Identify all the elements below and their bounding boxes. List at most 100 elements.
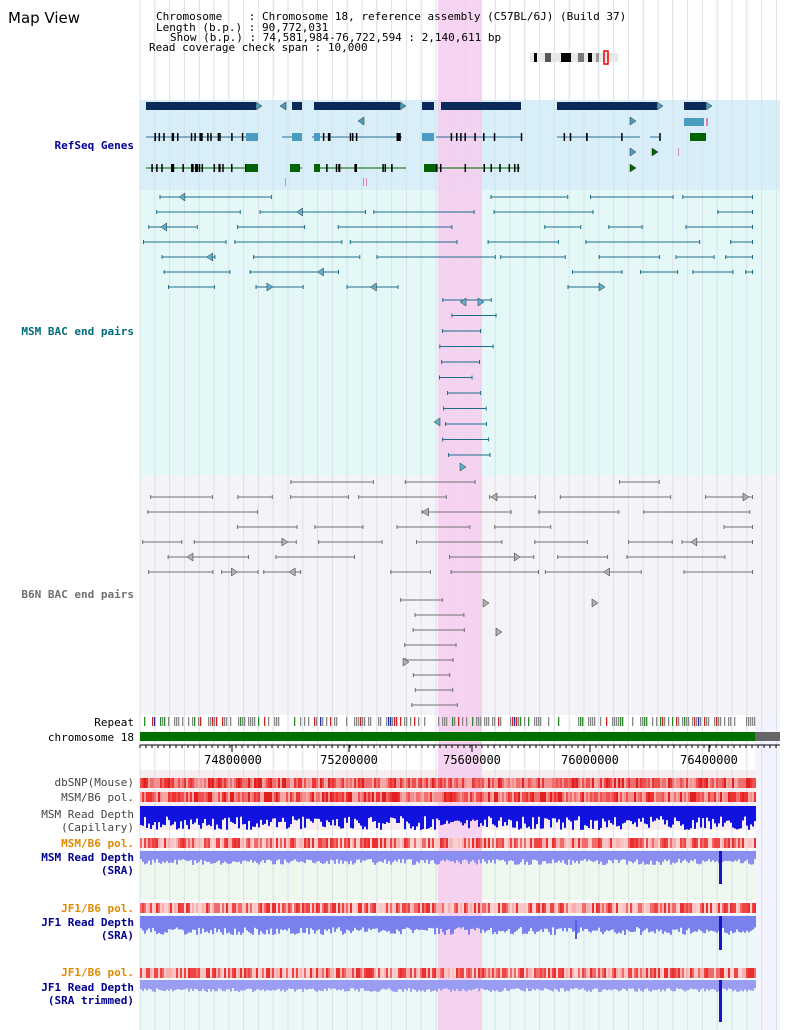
track-label-jf1-b6-pol-2[interactable]: JF1/B6 pol. [61,966,134,979]
jf1-depth-sra-bar [340,916,342,931]
jf1-depth-sra-bar [316,916,318,931]
jf1-depth-trim-bar [264,980,266,992]
jf1-b6-pol-heat-cell [264,903,266,913]
chromosome-ideogram [530,53,618,62]
exon-mark [396,133,399,141]
b6n-bac-pair-end [348,495,350,499]
repeat-mark [478,717,480,726]
msm-b6-pol2-heat-cell [376,838,378,848]
track-label-msm-bac[interactable]: MSM BAC end pairs [21,325,134,338]
jf1-depth-trim-bar [326,980,328,991]
track-label-msm-depth-sra[interactable]: MSM Read Depth (SRA) [41,851,134,877]
msm-depth-capillary-bar [230,806,232,822]
jf1-depth-sra-bar [642,916,644,932]
msm-b6-pol2-heat-cell [626,838,628,848]
msm-b6-pol-heat-cell [250,792,252,802]
msm-b6-pol2-heat-cell [260,838,262,848]
msm-depth-capillary-bar [168,806,170,821]
dbsnp-heat-cell [160,778,162,788]
msm-b6-pol2-heat-cell [668,838,670,848]
msm-bac-pair-end [163,270,165,274]
msm-depth-capillary-bar [330,806,332,826]
track-label-jf1-b6-pol[interactable]: JF1/B6 pol. [61,902,134,915]
msm-b6-pol-heat-cell [592,792,594,802]
jf1-b6-pol-heat-cell [728,903,730,913]
jf1-b6-pol-heat-cell [188,903,190,913]
dbsnp-heat-cell [746,778,748,788]
msm-b6-pol2-heat-cell [496,838,498,848]
jf1-b6-pol2-heat-cell [144,968,146,978]
jf1-depth-trim-bar [260,980,262,991]
msm-depth-capillary-bar [362,806,364,830]
track-label-msm-b6-pol[interactable]: MSM/B6 pol. [61,791,134,804]
jf1-depth-trim-bar [420,980,422,992]
msm-depth-capillary-bar [422,806,424,830]
msm-depth-sra-bar [528,851,530,865]
track-label-msm-b6-pol-2[interactable]: MSM/B6 pol. [61,837,134,850]
jf1-depth-trim-bar [340,980,342,991]
msm-depth-capillary-bar [532,806,534,818]
jf1-depth-trim-bar [702,980,704,989]
dbsnp-heat-cell [166,778,168,788]
msm-depth-sra-bar [456,851,458,861]
b6n-bac-pair-end [441,598,443,602]
jf1-b6-pol2-heat-cell [610,968,612,978]
msm-bac-pair-arrow [433,417,441,427]
track-label-refseq[interactable]: RefSeq Genes [54,139,134,152]
msm-depth-sra-bar [598,851,600,865]
msm-depth-sra-bar [690,851,692,861]
msm-b6-pol-heat-cell [308,792,310,802]
jf1-depth-trim-bar [278,980,280,989]
msm-b6-pol-heat-cell [534,792,536,802]
msm-depth-sra-bar [344,851,346,861]
msm-depth-capillary-bar [732,806,734,828]
jf1-depth-trim-bar [650,980,652,992]
track-label-msm-depth-capillary[interactable]: MSM Read Depth (Capillary) [41,808,134,834]
track-label-jf1-depth-trimmed[interactable]: JF1 Read Depth (SRA trimmed) [41,981,134,1007]
jf1-depth-sra-bar [170,916,172,930]
msm-depth-sra-bar [340,851,342,861]
repeat-mark [438,717,440,726]
jf1-depth-trim-bar [410,980,412,992]
jf1-depth-sra-bar [534,916,536,935]
jf1-depth-sra-bar [326,916,328,931]
repeat-mark [696,717,698,726]
track-label-repeat[interactable]: Repeat [94,716,134,729]
msm-depth-capillary-bar [228,806,230,818]
track-label-chromosome[interactable]: chromosome 18 [47,731,134,744]
jf1-b6-pol2-heat-cell [560,968,562,978]
msm-b6-pol2-heat-cell [320,838,322,848]
msm-depth-sra-bar [636,851,638,860]
jf1-depth-sra-bar [672,916,674,930]
jf1-b6-pol-heat-cell [622,903,624,913]
jf1-b6-pol-heat-cell [266,903,268,913]
jf1-b6-pol2-heat-cell [498,968,500,978]
msm-b6-pol2-heat-cell [746,838,748,848]
jf1-depth-sra-bar [302,916,304,933]
jf1-depth-trim-bar [654,980,656,991]
jf1-b6-pol2-heat-cell [734,968,736,978]
jf1-b6-pol2-heat-cell [338,968,340,978]
jf1-b6-pol-heat-cell [594,903,596,913]
repeat-mark [370,717,372,726]
msm-b6-pol-heat-cell [184,792,186,802]
msm-depth-capillary-bar [712,806,714,819]
jf1-b6-pol2-heat-cell [264,968,266,978]
msm-b6-pol-heat-cell [300,792,302,802]
track-label-dbsnp[interactable]: dbSNP(Mouse) [54,776,134,789]
msm-depth-sra-bar [524,851,526,865]
msm-depth-capillary-bar [350,806,352,828]
msm-b6-pol-heat-cell [170,792,172,802]
msm-b6-pol-heat-cell [634,792,636,802]
msm-b6-pol2-heat-cell [462,838,464,848]
jf1-b6-pol-heat-cell [350,903,352,913]
msm-depth-capillary-bar [408,806,410,824]
b6n-bac-pair-end [456,703,458,707]
jf1-b6-pol-heat-cell [166,903,168,913]
repeat-mark [612,717,614,726]
track-label-b6n-bac[interactable]: B6N BAC end pairs [21,588,134,601]
jf1-depth-sra-bar [380,916,382,932]
msm-b6-pol2-heat-cell [622,838,624,848]
track-label-jf1-depth-sra[interactable]: JF1 Read Depth (SRA) [41,916,134,942]
